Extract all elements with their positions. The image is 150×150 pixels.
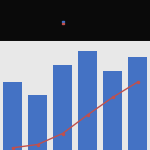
Legend: , : , xyxy=(62,21,64,24)
Bar xyxy=(3,82,22,150)
Bar xyxy=(28,95,47,150)
Bar xyxy=(103,71,122,150)
Bar xyxy=(128,57,147,150)
Bar xyxy=(53,65,72,150)
Bar xyxy=(78,51,97,150)
